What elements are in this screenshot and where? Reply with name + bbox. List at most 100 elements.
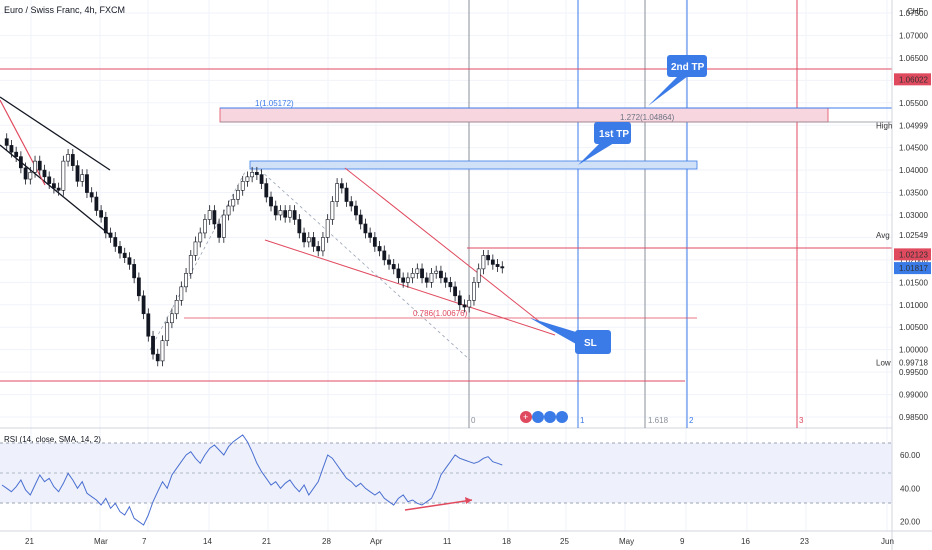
candle-body xyxy=(358,214,363,225)
candle-body xyxy=(439,270,443,279)
time-tick-label: 21 xyxy=(25,537,34,546)
fib-786-label: 0.786(1.00676) xyxy=(413,309,468,318)
candle-body xyxy=(155,353,160,362)
candle-body xyxy=(420,268,424,279)
candle-body xyxy=(103,216,108,234)
candle-body xyxy=(363,223,368,234)
candle-body xyxy=(4,138,9,146)
candle-body xyxy=(193,241,198,256)
fib-ext-1-label: 1(1.05172) xyxy=(255,99,294,108)
dashed-rise xyxy=(149,171,246,351)
time-tick-label: 25 xyxy=(560,537,569,546)
candle-body xyxy=(415,268,420,274)
price-badge-value: 1.04999 xyxy=(899,121,928,130)
candle-body xyxy=(476,268,481,283)
candle-body xyxy=(108,232,113,238)
candle-body xyxy=(14,151,19,157)
candle-body xyxy=(467,299,472,308)
price-badge-label: High xyxy=(876,121,892,130)
candle-body xyxy=(236,190,240,200)
candle-body xyxy=(23,167,28,180)
time-tick-label: May xyxy=(619,537,634,546)
wedge-upper xyxy=(344,167,541,323)
tp1-zone[interactable] xyxy=(249,160,698,170)
candle-body xyxy=(47,176,52,184)
svg-text:SL: SL xyxy=(584,338,597,349)
tp2-zone[interactable] xyxy=(219,107,829,123)
candle-body xyxy=(453,286,457,297)
candle-body xyxy=(311,237,316,247)
candle-body xyxy=(127,257,132,265)
candle-body xyxy=(212,210,217,225)
candle-body xyxy=(372,237,377,247)
candle-body xyxy=(405,277,410,283)
remove-drawing-icon[interactable] xyxy=(520,411,532,423)
candle-body xyxy=(207,210,212,220)
price-badge xyxy=(894,356,931,369)
candle-body xyxy=(287,210,292,218)
svg-text:2nd TP: 2nd TP xyxy=(671,62,705,73)
callout-1st-tp[interactable]: 1st TP xyxy=(578,122,631,165)
candle-body xyxy=(179,286,184,301)
candle-body xyxy=(188,255,193,274)
candle-body xyxy=(70,154,75,166)
candle-body xyxy=(37,160,42,171)
candle-body xyxy=(339,183,344,189)
price-tick-label: 1.07000 xyxy=(899,31,928,40)
object-icon-2[interactable] xyxy=(544,411,556,423)
candle-body xyxy=(292,210,297,220)
candle-body xyxy=(141,295,146,315)
rsi-axis: 60.00 40.00 20.00 xyxy=(900,451,921,527)
candle-body xyxy=(382,250,387,261)
price-badges: 1.06022 1.04999 High 1.02549 Avg 1.02123 1.018… xyxy=(876,73,931,369)
candle-body xyxy=(165,322,170,342)
rsi-arrow-head xyxy=(465,497,472,504)
price-tick-label: 1.05500 xyxy=(899,99,928,108)
dashed-trend xyxy=(259,169,471,361)
candle-body xyxy=(240,181,245,191)
price-tick-label: 0.99500 xyxy=(899,368,928,377)
time-axis[interactable]: 21 Mar 7 14 21 28 Apr 11 18 25 May 9 16 23 Jun xyxy=(25,537,894,546)
candle-body xyxy=(259,174,264,184)
candle-body xyxy=(443,277,448,283)
chart-title: Euro / Swiss Franc, 4h, FXCM xyxy=(4,5,125,15)
rsi-tick-label: 20.00 xyxy=(900,518,921,527)
candle-body xyxy=(66,154,70,162)
price-tick-label: 1.04500 xyxy=(899,144,928,153)
price-badge xyxy=(894,229,931,242)
price-axis-bg xyxy=(892,0,932,550)
candle-body xyxy=(122,252,127,258)
price-tick-label: 1.02000 xyxy=(899,256,928,265)
price-badge xyxy=(894,262,931,275)
price-tick-label: 1.07500 xyxy=(899,9,928,18)
candle-body xyxy=(306,237,311,243)
candle-body xyxy=(481,255,486,270)
candle-body xyxy=(85,174,89,193)
object-icon-3[interactable] xyxy=(556,411,568,423)
candle-body xyxy=(401,277,406,283)
candle-body xyxy=(132,264,137,279)
rsi-line xyxy=(1,434,503,526)
candle-body xyxy=(391,264,396,270)
candle-body xyxy=(33,160,37,173)
candle-body xyxy=(302,232,306,243)
candle-body xyxy=(52,183,56,189)
callout-sl[interactable]: SL xyxy=(530,318,611,354)
price-tick-label: 1.01500 xyxy=(899,278,928,287)
callout-2nd-tp[interactable]: 2nd TP xyxy=(648,55,707,106)
fib-time-label-0: 0 xyxy=(471,416,476,425)
object-icon[interactable] xyxy=(532,411,544,423)
candle-body xyxy=(424,277,429,283)
time-tick-label: 16 xyxy=(741,537,750,546)
fib-ext-1272-label: 1.272(1.04864) xyxy=(620,113,675,122)
candle-body xyxy=(486,255,491,261)
candle-body xyxy=(297,219,302,234)
candle-body xyxy=(80,174,85,182)
time-tick-label: 18 xyxy=(502,537,511,546)
candle-body xyxy=(278,210,283,216)
candle-body xyxy=(221,214,226,238)
drawing-controls[interactable]: + xyxy=(520,411,568,423)
candle-body xyxy=(283,210,288,218)
time-tick-label: 14 xyxy=(203,537,212,546)
